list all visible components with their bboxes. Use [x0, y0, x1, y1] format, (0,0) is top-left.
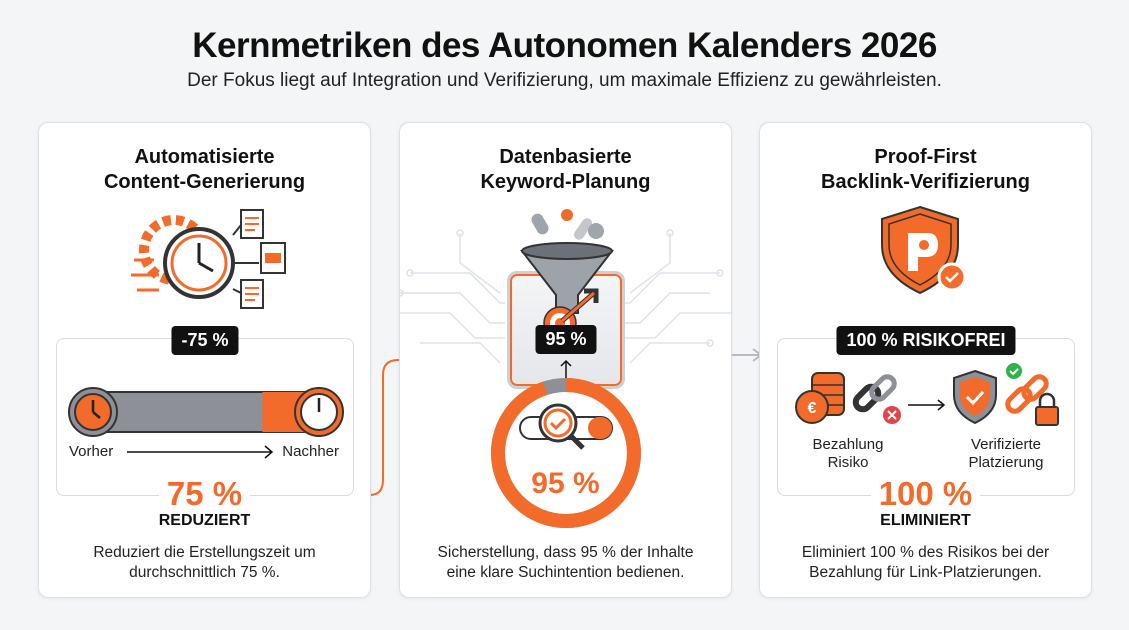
svg-text:€: € [808, 400, 817, 417]
percent-ring [491, 378, 641, 528]
before-after-panel: Vorher Nachher [56, 338, 354, 496]
reduction-badge: -75 % [171, 326, 239, 355]
big-value: 75 % [39, 475, 370, 513]
card-title: Proof-First Backlink-Verifizierung [821, 146, 1030, 193]
time-bar [68, 387, 344, 437]
card-description: Eliminiert 100 % des Risikos bei der Beza… [801, 544, 1050, 581]
card-backlink-verification: Proof-First Backlink-Verifizierung € Beza… [759, 122, 1092, 598]
big-value: 100 % [760, 475, 1091, 513]
big-label: ELIMINIERT [880, 512, 971, 529]
verified-shield-icon [953, 369, 997, 425]
card-title: Datenbasierte Keyword-Planung [480, 146, 651, 193]
card-content-generation: Automatisierte Content-Generierung Vorher… [38, 122, 371, 598]
arrow-right-icon [127, 445, 274, 459]
risk-panel: € Bezahlung Risiko Verifizierte Platzierun… [777, 338, 1075, 496]
card-keyword-planning: Datenbasierte Keyword-Planung 95 % 95 % S… [399, 122, 733, 598]
before-label: Vorher [69, 443, 114, 460]
page-subtitle: Der Fokus liegt auf Integration und Veri… [187, 70, 942, 91]
big-label: REDUZIERT [158, 512, 251, 529]
ring-value: 95 % [531, 467, 600, 500]
chip-badge: 95 % [535, 325, 597, 354]
gear-clock-documents-icon [131, 209, 286, 309]
page-title: Kernmetriken des Autonomen Kalenders 202… [192, 26, 937, 65]
after-label: Nachher [282, 443, 339, 460]
card-description: Reduziert die Erstellungszeit um durchsch… [93, 544, 316, 581]
payment-risk-label: Bezahlung Risiko [812, 436, 884, 471]
verified-placement-label: Verifizierte Platzierung [968, 436, 1044, 471]
risk-free-badge: 100 % RISIKOFREI [836, 326, 1016, 355]
arrow-right-icon [908, 399, 946, 411]
broken-link-icon [852, 374, 901, 424]
shield-check-icon [881, 205, 967, 295]
ring-progress-arc [491, 378, 641, 528]
circuit-lines-decoration [400, 229, 733, 364]
secured-link-icon [1005, 363, 1059, 426]
card-title: Automatisierte Content-Generierung [103, 146, 306, 193]
card-description: Sicherstellung, dass 95 % der Inhalte ein… [437, 544, 694, 581]
funnel-target-icon [519, 209, 615, 340]
arrow-up-icon [560, 359, 572, 381]
euro-coins-icon: € [795, 372, 845, 424]
